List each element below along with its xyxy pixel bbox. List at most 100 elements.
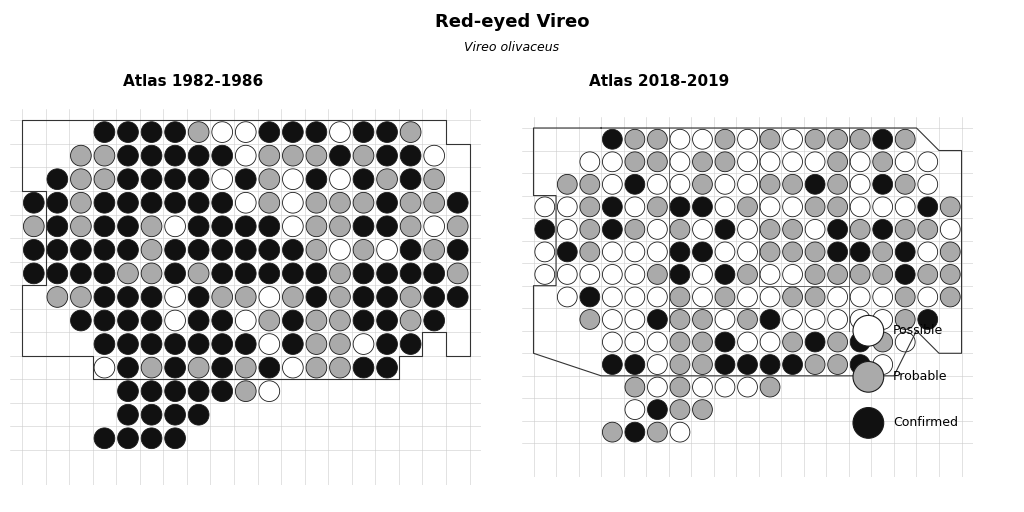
Circle shape [670,310,690,329]
Circle shape [850,242,870,262]
Circle shape [670,355,690,374]
Circle shape [400,287,421,307]
Circle shape [330,216,350,237]
Circle shape [715,355,735,374]
Circle shape [715,197,735,217]
Circle shape [330,357,350,378]
Circle shape [853,408,884,438]
Circle shape [782,310,803,329]
Circle shape [760,242,780,262]
Circle shape [141,216,162,237]
Circle shape [212,193,232,213]
Circle shape [625,220,645,239]
Circle shape [895,152,915,172]
Circle shape [602,130,623,149]
Circle shape [165,287,185,307]
Circle shape [47,287,68,307]
Circle shape [283,287,303,307]
Circle shape [47,216,68,237]
Circle shape [760,152,780,172]
Circle shape [259,122,280,142]
Circle shape [895,332,915,352]
Circle shape [872,152,893,172]
Circle shape [625,130,645,149]
Circle shape [872,197,893,217]
Circle shape [557,197,578,217]
Circle shape [715,220,735,239]
Circle shape [94,145,115,166]
Circle shape [602,175,623,194]
Circle shape [557,220,578,239]
Circle shape [212,381,232,401]
Circle shape [580,175,600,194]
Circle shape [918,220,938,239]
Circle shape [670,400,690,419]
Circle shape [805,265,825,284]
Circle shape [940,220,961,239]
Circle shape [283,334,303,354]
Circle shape [782,220,803,239]
Circle shape [895,175,915,194]
Circle shape [188,216,209,237]
Circle shape [827,152,848,172]
Circle shape [625,355,645,374]
Circle shape [283,169,303,189]
Circle shape [692,287,713,307]
Circle shape [71,216,91,237]
Circle shape [670,152,690,172]
Circle shape [737,355,758,374]
Circle shape [353,145,374,166]
Circle shape [353,310,374,331]
Circle shape [118,381,138,401]
Circle shape [236,310,256,331]
Circle shape [236,240,256,260]
Circle shape [625,377,645,397]
Circle shape [737,152,758,172]
Circle shape [188,263,209,284]
Circle shape [647,152,668,172]
Circle shape [306,145,327,166]
Circle shape [165,169,185,189]
Circle shape [647,220,668,239]
Circle shape [71,240,91,260]
Circle shape [377,357,397,378]
Circle shape [692,175,713,194]
Circle shape [165,263,185,284]
Circle shape [827,130,848,149]
Circle shape [306,357,327,378]
Circle shape [330,122,350,142]
Circle shape [94,428,115,449]
Circle shape [850,310,870,329]
Circle shape [236,122,256,142]
Circle shape [692,310,713,329]
Circle shape [557,242,578,262]
Circle shape [118,240,138,260]
Circle shape [692,400,713,419]
Circle shape [259,334,280,354]
Circle shape [670,377,690,397]
Circle shape [424,216,444,237]
Circle shape [737,377,758,397]
Circle shape [283,310,303,331]
Circle shape [71,169,91,189]
Circle shape [647,130,668,149]
Circle shape [212,263,232,284]
Circle shape [670,287,690,307]
Circle shape [827,355,848,374]
Circle shape [692,332,713,352]
Text: Possible: Possible [893,324,943,337]
Circle shape [692,220,713,239]
Circle shape [353,334,374,354]
Circle shape [306,263,327,284]
Circle shape [918,242,938,262]
Circle shape [165,122,185,142]
Circle shape [602,220,623,239]
Circle shape [918,175,938,194]
Circle shape [94,287,115,307]
Circle shape [165,240,185,260]
Circle shape [692,197,713,217]
Circle shape [872,220,893,239]
Circle shape [580,287,600,307]
Circle shape [400,145,421,166]
Circle shape [377,334,397,354]
